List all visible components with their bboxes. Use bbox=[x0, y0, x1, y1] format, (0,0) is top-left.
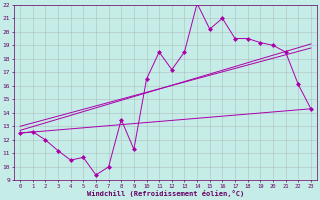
X-axis label: Windchill (Refroidissement éolien,°C): Windchill (Refroidissement éolien,°C) bbox=[87, 190, 244, 197]
